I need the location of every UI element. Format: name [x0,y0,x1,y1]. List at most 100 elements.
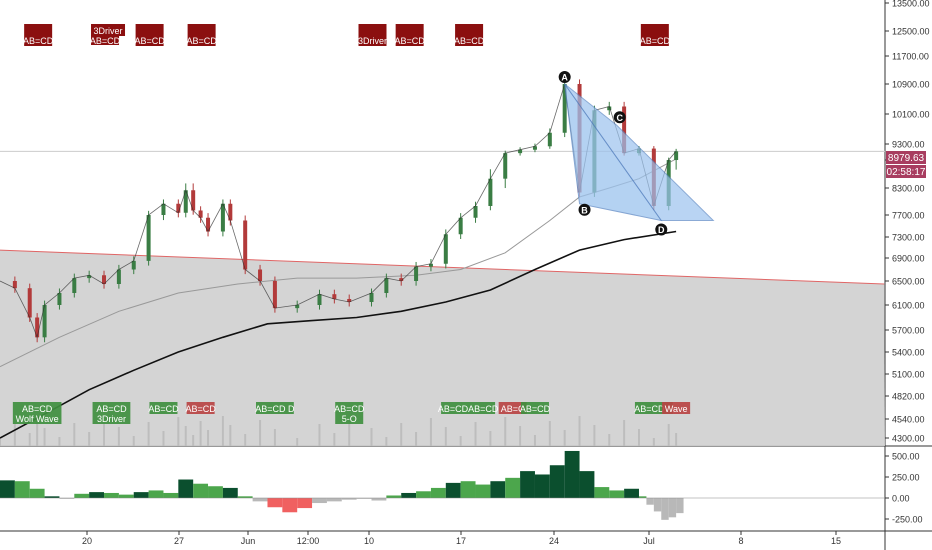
histogram-bar [29,488,45,498]
last-price-tag: 8979.63 [888,153,925,164]
top-marker-bg [187,24,216,46]
histogram-bar [133,492,149,498]
price-tick-label: 9300.00 [892,140,925,150]
candle-body [183,190,188,213]
histogram-bar [222,487,238,498]
volume-bar [333,433,336,446]
candle-body [414,266,419,281]
histogram-bar [475,484,491,498]
pattern-acd [564,83,715,221]
pattern-point-d: D [658,225,665,235]
candle-body [532,146,537,150]
time-tick-label: 15 [831,536,841,546]
pattern-point-b: B [581,205,588,215]
bottom-marker-label: AB=CD D [255,404,295,414]
candle-body [87,275,92,279]
candle-body [57,293,62,305]
price-tick-label: 7300.00 [892,233,925,243]
volume-bar [429,418,432,446]
volume-bar [533,435,536,446]
histogram-bar [74,493,90,498]
candle-body [674,151,679,160]
histogram-bar [661,498,669,520]
histogram-bar [564,450,580,498]
candle-body [384,278,389,293]
bottom-marker-label: AB=C [501,404,525,414]
histogram-bar [252,498,268,502]
bottom-marker-label: AB=CD [520,404,551,414]
bottom-marker-bg [520,402,549,414]
volume-bar [192,435,195,446]
volume-bar [13,424,16,446]
volume-bar [147,422,150,446]
countdown-tag-bg [886,165,926,178]
time-tick-label: Jun [241,536,256,546]
histogram-bar [371,498,387,501]
histogram-bar [646,498,654,505]
bottom-marker-bg [662,402,691,414]
pattern-point-a: A [561,73,568,83]
time-tick-label: 12:00 [297,536,320,546]
bottom-marker-label: AB=CDAB=CD [438,404,499,414]
histogram-bar [430,487,446,498]
candle-body [272,281,277,309]
candle-body [562,84,567,133]
price-tick-label: 5100.00 [892,370,925,380]
volume-bar [177,417,180,446]
candle-body [443,234,448,264]
pattern-point-c: C [616,113,623,123]
volume-bar [199,421,202,446]
top-marker-bg [640,24,669,46]
oscillator-axis[interactable]: 500.00 250.00 0.00 -250.00 [885,452,923,525]
pattern-point-d-badge [655,223,668,236]
price-tick-label: 4300.00 [892,434,925,444]
bottom-marker-label: AB=CD [148,404,179,414]
candle-body [488,178,493,206]
histogram-bar [520,471,535,498]
price-tick-label: 10100.00 [892,110,930,120]
volume-bar [504,417,507,446]
volume-bar [244,434,247,446]
top-marker-label: AB=CD [454,36,485,46]
top-marker-bg [24,24,53,46]
histogram-bar [267,498,283,508]
bottom-marker-bg [335,402,364,424]
candle-body [228,203,233,221]
volume-bar [370,428,373,446]
price-tick-label: 8300.00 [892,184,925,194]
oscillator-tick-label: 0.00 [892,494,910,504]
histogram-bar [676,498,684,514]
candle-body [72,278,77,293]
oscillator-pane[interactable] [0,450,885,520]
candle-body [27,288,32,318]
price-tick-label: 6900.00 [892,254,925,264]
candle-body [317,294,322,305]
volume-bar [623,420,626,446]
volume-bar [400,423,403,446]
volume-bar [489,431,492,446]
bottom-marker-bg [149,402,178,414]
price-tags: 8979.63 02:58:17 [886,151,926,178]
price-tick-label: 6100.00 [892,301,925,311]
candle-body [198,210,203,218]
shaded-zone [0,250,885,446]
countdown-tag: 02:58:17 [887,167,926,178]
volume-bar [675,433,678,446]
pattern-point-b-badge [578,203,591,216]
bottom-marker-label: Wave [665,404,688,414]
volume-bar [162,431,165,446]
histogram-bar [416,491,431,498]
histogram-bar [356,498,372,499]
candle-body [220,203,225,232]
price-tick-label: 5700.00 [892,326,925,336]
histogram-bar [638,496,647,498]
histogram-bar [208,486,223,498]
candle-body [243,220,248,270]
volume-bar [207,430,210,446]
price-axis[interactable]: 13500.00 12500.00 11700.00 10900.00 10100.00… [885,0,930,444]
volume-bar [318,424,321,446]
bottom-marker-bg [498,402,527,414]
volume-bar [444,427,447,446]
